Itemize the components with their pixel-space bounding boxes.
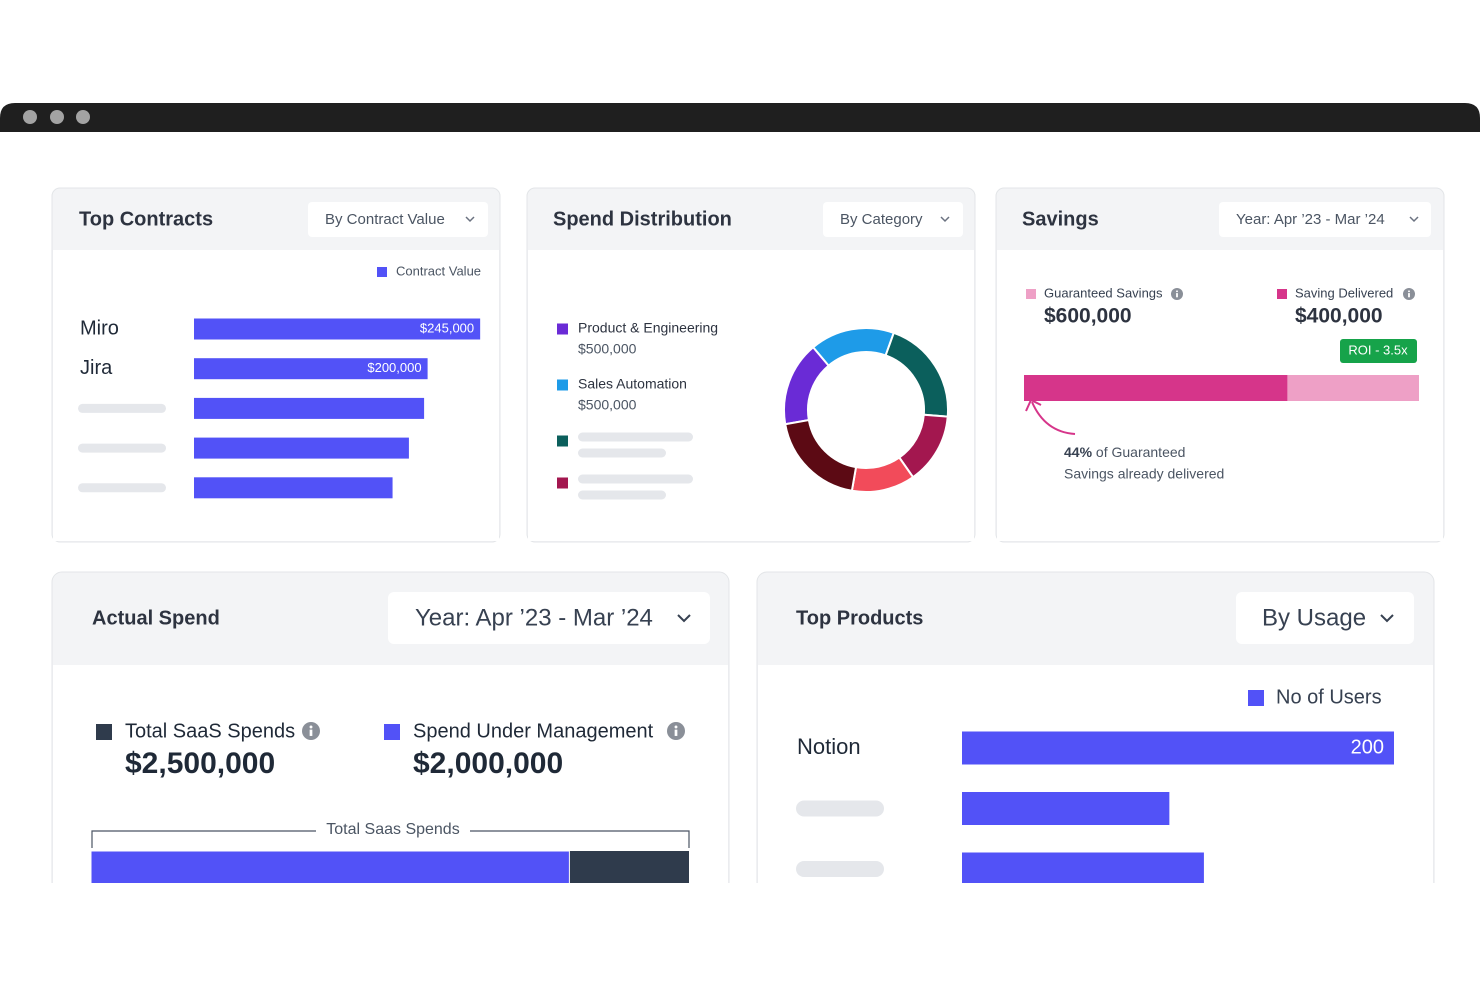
row-label: Jira [80,357,113,379]
placeholder [796,861,884,877]
bar [194,318,481,340]
placeholder [578,474,693,484]
legend-swatch [557,477,568,489]
metric-label: Total SaaS Spends [125,720,295,742]
window-dot[interactable] [50,110,64,124]
legend-label: Contract Value [396,263,481,278]
bar [194,437,409,459]
dropdown-label: By Usage [1262,604,1366,631]
legend-swatch [557,323,568,335]
chevron [1409,216,1419,223]
metric-value: $600,000 [1044,305,1132,328]
card-title: Actual Spend [92,607,220,629]
dropdown[interactable] [1236,592,1414,644]
bar-label: $200,000 [367,360,421,375]
card-title: Top Products [796,607,923,629]
legend-swatch [377,267,387,277]
metric-label: Saving Delivered [1295,285,1393,300]
dropdown[interactable] [1219,202,1431,237]
bar [962,792,1170,825]
legend-swatch [96,724,112,740]
info-icon-dot [674,725,678,729]
note-text: Savings already delivered [1064,466,1224,482]
chevron [465,216,475,223]
row-label: Notion [797,734,861,759]
bar [194,477,393,499]
row-label: Miro [80,317,119,339]
note: 44% of Guaranteed [1064,444,1185,460]
note-text: of Guaranteed [1096,444,1186,460]
bar [194,397,425,419]
legend-swatch [1248,690,1264,706]
legend-swatch [557,435,568,447]
window-dot[interactable] [76,110,90,124]
placeholder [578,432,693,442]
dropdown-label: Year: Apr ’23 - Mar ’24 [415,604,653,631]
legend-value: $500,000 [578,397,637,413]
legend-value: $500,000 [578,341,637,357]
legend-label: Product & Engineering [578,320,718,336]
placeholder [796,800,884,817]
chevron [940,216,950,223]
metric-label: Spend Under Management [413,720,654,742]
placeholder [78,403,166,413]
bracket-label-bg [316,822,470,840]
card-title: Spend Distribution [553,208,732,230]
placeholder [578,448,666,458]
placeholder [78,483,166,493]
card-title: Top Contracts [79,208,213,230]
card-title: Savings [1022,208,1099,230]
dropdown[interactable] [823,202,963,237]
card-body [53,665,728,883]
title-bar [0,103,1480,132]
bar-label: $245,000 [420,320,474,335]
legend-label: Sales Automation [578,376,687,392]
note-percent: 44% [1064,444,1093,460]
bar [194,358,428,380]
dropdown-label: By Category [840,211,923,228]
info-icon-dot [309,725,313,729]
info-icon-dot [1176,290,1178,293]
dropdown-label: Year: Apr ’23 - Mar ’24 [1236,211,1385,228]
bar-label: 200 [1351,736,1384,758]
dropdown-label: By Contract Value [325,211,445,228]
dropdown[interactable] [308,202,488,237]
metric-label: Guaranteed Savings [1044,285,1163,300]
bar [90,850,570,883]
legend-swatch [384,724,400,740]
legend-swatch [1026,289,1036,299]
bar [1024,375,1288,401]
info-icon-dot [1408,290,1410,293]
dropdown[interactable] [388,592,710,644]
legend-label: No of Users [1276,686,1382,708]
legend-swatch [1277,289,1287,299]
card-body [758,665,1433,883]
metric-value: $2,500,000 [125,747,275,780]
bar [962,852,1204,883]
badge-label: ROI - 3.5x [1348,342,1408,357]
bar [962,731,1394,765]
metric-value: $400,000 [1295,305,1383,328]
placeholder [578,490,666,500]
window-dot[interactable] [23,110,37,124]
chevron [1380,614,1394,623]
arrow [1031,401,1076,435]
dashboard: Top Contracts By Contract Value Contract V… [51,187,1445,883]
chevron [677,614,691,623]
placeholder [78,443,166,453]
donut-segment [784,418,858,492]
legend-swatch [557,379,568,391]
badge [1340,339,1417,363]
metric-value: $2,000,000 [413,747,563,780]
bracket-label: Total Saas Spends [326,821,459,838]
